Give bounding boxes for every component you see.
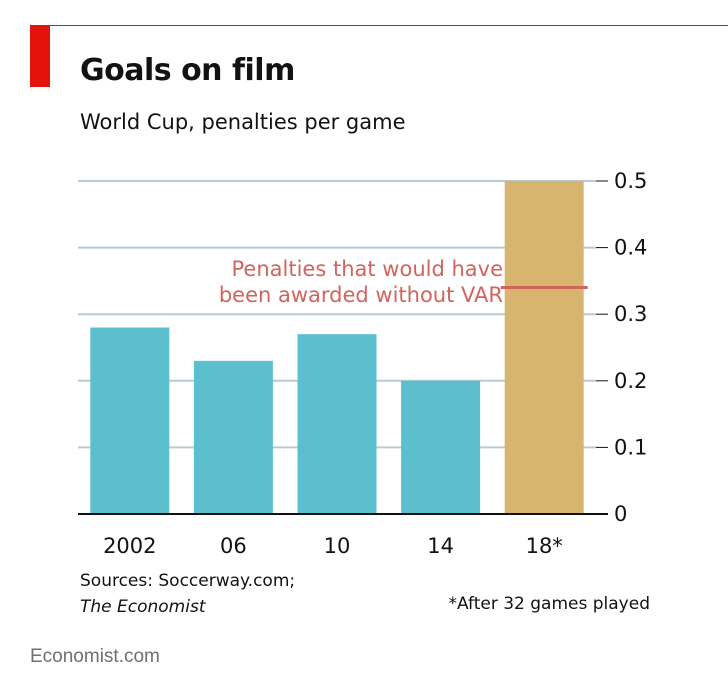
bar [90,327,170,514]
bar [401,380,481,514]
top-rule [30,25,728,26]
y-tick-label: 0 [614,502,627,526]
x-tick-label: 2002 [103,534,156,558]
chart-subtitle: World Cup, penalties per game [80,110,406,134]
footnote: *After 32 games played [448,594,651,614]
bar-chart: 0 0.1 0.2 0.3 0.4 0.5 2002 06 10 14 18* Penalties t… [78,169,647,558]
bar [297,334,377,514]
source-line-1: Sources: Soccerway.com; [80,571,296,591]
y-tick-label: 0.1 [614,435,647,459]
x-tick-label: 18* [526,534,563,558]
var-annotation-label: Penalties that would have [232,257,503,281]
y-tick-label: 0.5 [614,169,647,193]
source-line-2: The Economist [80,597,206,617]
x-tick-label: 14 [427,534,454,558]
red-tag [30,25,50,87]
bar [504,181,584,514]
source-note: Sources: Soccerway.com; The Economist [80,568,295,620]
y-tick-label: 0.2 [614,369,647,393]
x-tick-label: 06 [220,534,247,558]
x-tick-label: 10 [324,534,351,558]
var-annotation-label: been awarded without VAR [219,283,503,307]
y-tick-label: 0.3 [614,302,647,326]
bar [193,360,273,514]
y-tick-label: 0.4 [614,236,647,260]
brand-label: Economist.com [30,646,160,667]
chart-title: Goals on film [80,53,295,88]
